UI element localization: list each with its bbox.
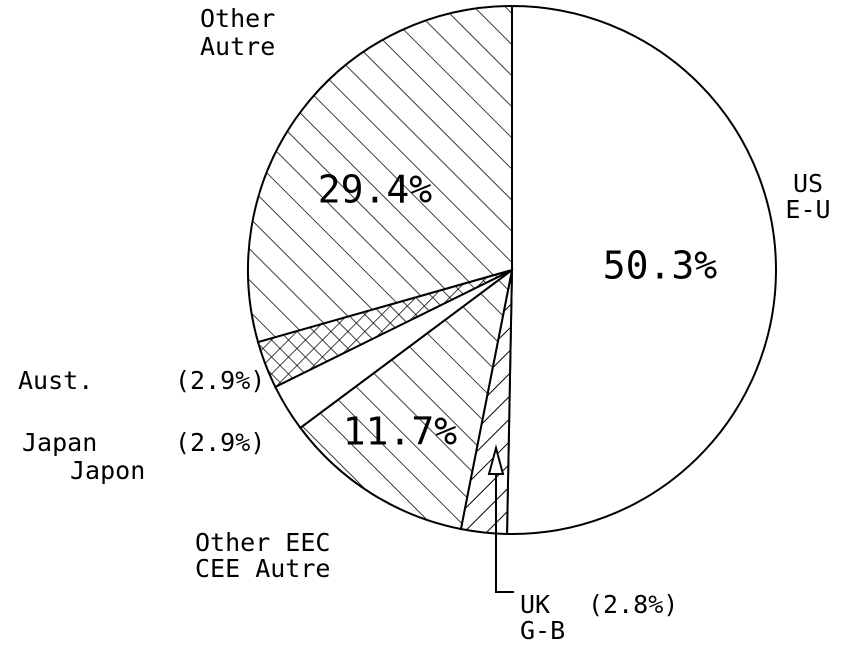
value-label: (2.9%) <box>175 366 265 395</box>
category-label: UK <box>520 590 550 619</box>
leader-line <box>495 460 514 593</box>
value-label: (2.9%) <box>175 428 265 457</box>
value-label: 50.3% <box>603 244 718 288</box>
category-label: Japan <box>22 428 97 457</box>
pie-slice <box>298 267 514 531</box>
pie-slice <box>506 4 777 535</box>
value-label: 11.7% <box>343 410 458 454</box>
category-label: E-U <box>785 195 830 224</box>
category-label: US <box>793 169 823 198</box>
category-label: G-B <box>520 616 565 645</box>
value-label: (2.8%) <box>588 590 678 619</box>
category-label: Other EEC <box>195 528 330 557</box>
category-label: Other <box>200 4 275 33</box>
category-label: Aust. <box>18 366 93 395</box>
leader-arrow <box>487 444 505 475</box>
category-label: Japon <box>70 456 145 485</box>
category-label: CEE Autre <box>195 554 330 583</box>
category-label: Autre <box>200 32 275 61</box>
slices <box>247 4 777 535</box>
pie-slice <box>247 4 513 344</box>
value-label: 29.4% <box>318 168 433 212</box>
